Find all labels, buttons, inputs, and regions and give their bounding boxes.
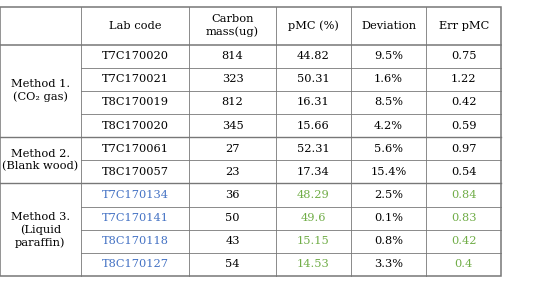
Text: 48.29: 48.29 <box>297 190 330 200</box>
Text: 14.53: 14.53 <box>297 259 330 269</box>
Text: T7C170141: T7C170141 <box>101 213 169 223</box>
Text: 50: 50 <box>225 213 240 223</box>
Text: Method 1.
(CO₂ gas): Method 1. (CO₂ gas) <box>11 79 70 102</box>
Text: 44.82: 44.82 <box>297 51 330 61</box>
Text: Method 3.
(Liquid
paraffin): Method 3. (Liquid paraffin) <box>11 211 70 248</box>
Text: 2.5%: 2.5% <box>374 190 403 200</box>
Text: 0.1%: 0.1% <box>374 213 403 223</box>
Text: T8C170118: T8C170118 <box>101 236 169 246</box>
Text: T7C170134: T7C170134 <box>101 190 169 200</box>
Text: T7C170021: T7C170021 <box>101 74 169 84</box>
Text: T8C170057: T8C170057 <box>101 167 169 177</box>
Text: 323: 323 <box>222 74 243 84</box>
Text: 36: 36 <box>225 190 240 200</box>
Text: Err pMC: Err pMC <box>438 21 489 31</box>
Text: 9.5%: 9.5% <box>374 51 403 61</box>
Text: T8C170019: T8C170019 <box>101 97 169 108</box>
Text: 0.8%: 0.8% <box>374 236 403 246</box>
Text: 345: 345 <box>222 121 243 130</box>
Text: 4.2%: 4.2% <box>374 121 403 130</box>
Text: 15.4%: 15.4% <box>370 167 407 177</box>
Text: 54: 54 <box>225 259 240 269</box>
Text: 0.97: 0.97 <box>451 144 476 154</box>
Text: Method 2.
(Blank wood): Method 2. (Blank wood) <box>2 149 79 172</box>
Text: pMC (%): pMC (%) <box>288 21 339 31</box>
Text: Carbon
mass(ug): Carbon mass(ug) <box>206 14 259 37</box>
Text: T8C170127: T8C170127 <box>101 259 169 269</box>
Text: 50.31: 50.31 <box>297 74 330 84</box>
Text: 1.6%: 1.6% <box>374 74 403 84</box>
Text: 0.75: 0.75 <box>451 51 476 61</box>
Text: Deviation: Deviation <box>361 21 416 31</box>
Text: 0.59: 0.59 <box>451 121 476 130</box>
Text: 0.42: 0.42 <box>451 97 476 108</box>
Text: 0.84: 0.84 <box>451 190 476 200</box>
Text: T7C170061: T7C170061 <box>101 144 169 154</box>
Text: 1.22: 1.22 <box>451 74 476 84</box>
Text: 0.42: 0.42 <box>451 236 476 246</box>
Text: 15.15: 15.15 <box>297 236 330 246</box>
Text: 52.31: 52.31 <box>297 144 330 154</box>
Text: 27: 27 <box>225 144 240 154</box>
Text: 0.54: 0.54 <box>451 167 476 177</box>
Text: 0.83: 0.83 <box>451 213 476 223</box>
Text: 812: 812 <box>222 97 243 108</box>
Text: Lab code: Lab code <box>109 21 162 31</box>
Text: 15.66: 15.66 <box>297 121 330 130</box>
Text: 8.5%: 8.5% <box>374 97 403 108</box>
Text: 43: 43 <box>225 236 240 246</box>
Text: 0.4: 0.4 <box>455 259 473 269</box>
Text: 3.3%: 3.3% <box>374 259 403 269</box>
Text: T8C170020: T8C170020 <box>101 121 169 130</box>
Text: 814: 814 <box>222 51 243 61</box>
Text: 49.6: 49.6 <box>301 213 326 223</box>
Text: 16.31: 16.31 <box>297 97 330 108</box>
Text: 23: 23 <box>225 167 240 177</box>
Text: 17.34: 17.34 <box>297 167 330 177</box>
Text: T7C170020: T7C170020 <box>101 51 169 61</box>
Text: 5.6%: 5.6% <box>374 144 403 154</box>
